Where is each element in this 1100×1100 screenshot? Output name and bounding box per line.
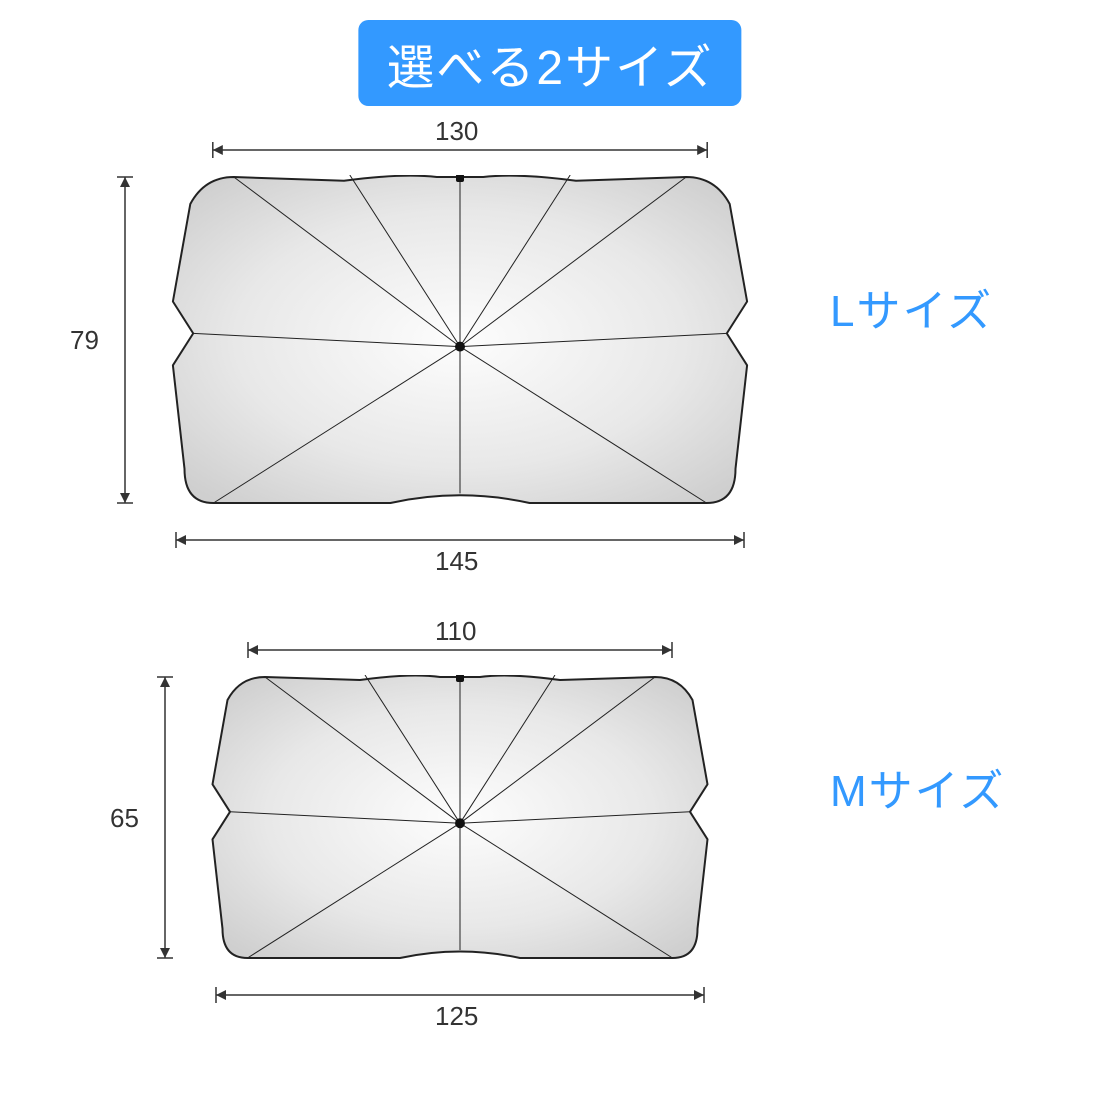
dim-bottom-width: 125 <box>435 1001 478 1032</box>
product-block-L: 130 145 79 Lサイズ <box>0 120 1100 580</box>
dimension-arrows <box>0 620 1100 1035</box>
size-label-L: Lサイズ <box>830 275 993 339</box>
title-badge: 選べる2サイズ <box>358 20 741 106</box>
dim-top-width: 130 <box>435 116 478 147</box>
dim-bottom-width: 145 <box>435 546 478 577</box>
dim-height: 65 <box>110 803 139 834</box>
dimension-arrows <box>0 120 1100 580</box>
size-label-M: Mサイズ <box>830 755 1005 819</box>
dim-top-width: 110 <box>435 616 476 647</box>
dim-height: 79 <box>70 325 99 356</box>
product-block-M: 110 125 65 Mサイズ <box>0 620 1100 1035</box>
